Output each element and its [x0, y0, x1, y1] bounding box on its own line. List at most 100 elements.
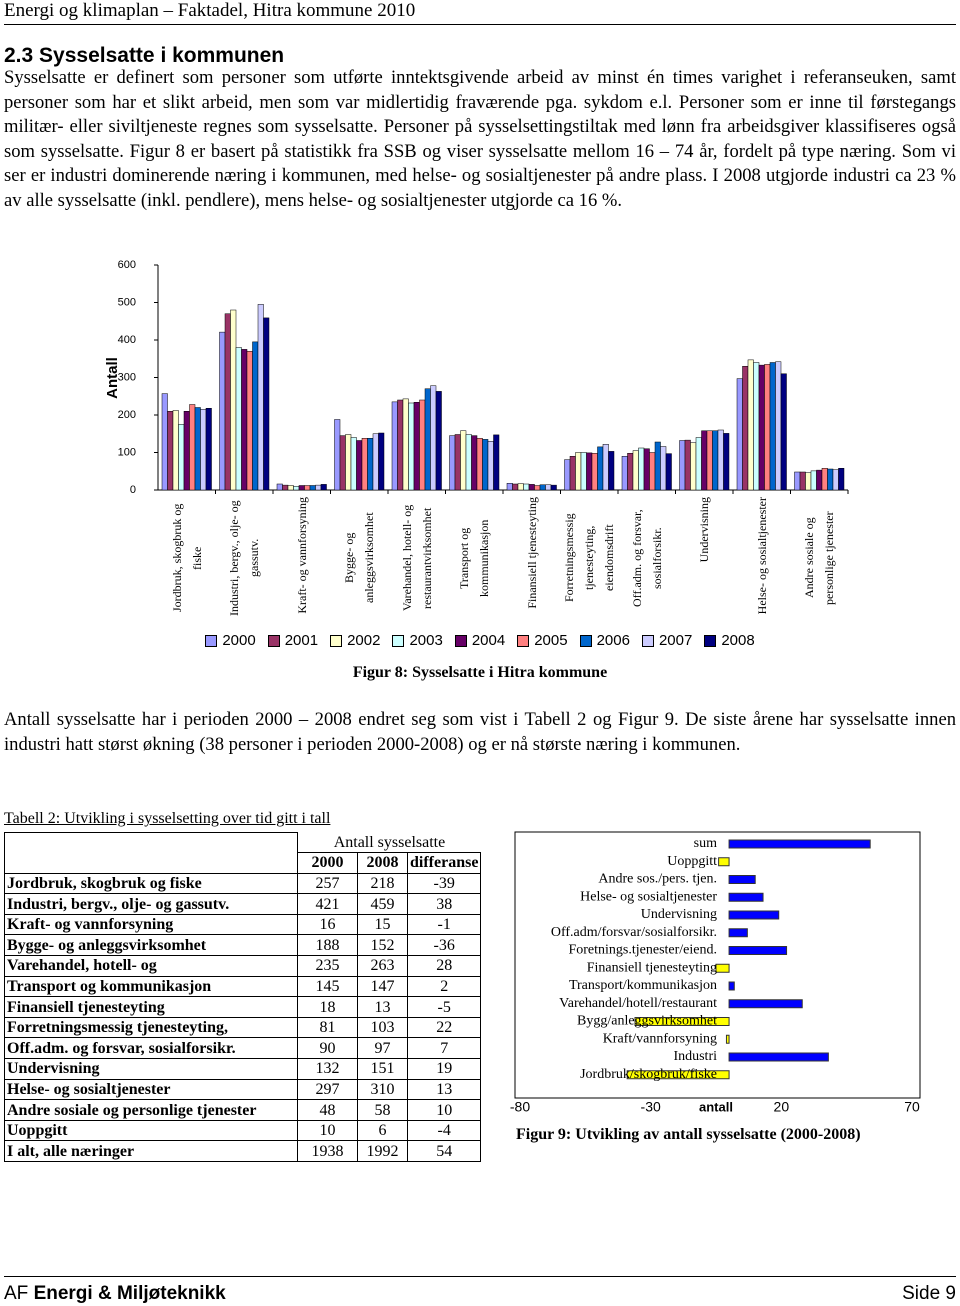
bar — [827, 468, 834, 491]
bar — [634, 1017, 730, 1026]
bar — [758, 364, 765, 491]
bar — [580, 452, 587, 491]
bar — [465, 434, 472, 491]
bar — [649, 452, 656, 491]
bar — [263, 317, 270, 491]
table-row: Andre sosiale og personlige tjenester 48 5… — [4, 1099, 482, 1121]
bar — [780, 373, 787, 491]
bar — [528, 484, 535, 491]
legend-label: 2005 — [534, 632, 568, 649]
bar — [718, 857, 730, 867]
x-tick-label: Bygge- og anleggsvirksomhet — [342, 512, 377, 604]
table-cell: -36 — [406, 934, 482, 957]
table-cell: 7 — [406, 1037, 482, 1060]
page-header: Energi og klimaplan – Faktadel, Hitra ko… — [4, 0, 956, 25]
x-tick-label: Jordbruk, skogbruk og fiske — [169, 503, 204, 613]
bar — [315, 484, 322, 491]
bar — [356, 440, 363, 491]
bar — [769, 362, 776, 491]
bar — [684, 439, 691, 491]
table-title: Tabell 2: Utvikling i sysselsetting over… — [4, 810, 331, 827]
bar — [252, 341, 259, 491]
legend-label: 2008 — [721, 632, 755, 649]
table-cell: 15 — [357, 913, 408, 936]
bar — [728, 875, 756, 884]
x-tick-label: Transport og kommunikasjon — [457, 519, 492, 597]
table-cell: 10 — [297, 1119, 358, 1142]
bar — [821, 468, 828, 491]
footer-rule — [4, 1276, 956, 1277]
bar — [167, 411, 174, 491]
bar — [172, 410, 179, 491]
column-header: 2008 — [357, 852, 408, 874]
y-tick-label: Transport/kommunikasjon — [569, 978, 717, 993]
table-row: Transport og kommunikasjon 145 147 2 — [4, 975, 482, 998]
row-label: Uoppgitt — [4, 1119, 298, 1142]
row-label: Helse- og sosialtjenester — [4, 1078, 298, 1101]
bar — [320, 484, 327, 491]
x-tick-label: Helse- og sosialtjenester — [754, 497, 769, 615]
bar — [665, 453, 672, 491]
y-tick-label: Industri — [673, 1049, 717, 1064]
table-row: Forretningsmessig tjenesteyting, 81 103 22 — [4, 1016, 482, 1039]
y-tick-label: 200 — [118, 409, 136, 421]
table-cell: 145 — [297, 975, 358, 998]
table-row: Uoppgitt 10 6 -4 — [4, 1119, 482, 1142]
table-cell: 152 — [357, 934, 408, 957]
x-tick-label: -30 — [641, 1099, 661, 1115]
table-cell: 81 — [297, 1016, 358, 1039]
x-tick-label: 70 — [904, 1099, 920, 1115]
legend-item: 2005 — [517, 632, 568, 649]
bar — [517, 483, 524, 491]
legend-item: 2007 — [641, 632, 692, 649]
legend-label: 2004 — [471, 632, 506, 649]
table-cell: 19 — [406, 1058, 482, 1080]
bar — [276, 483, 283, 491]
y-axis-label: Antall — [104, 357, 121, 399]
bar — [728, 839, 871, 849]
y-tick-label: 500 — [118, 296, 136, 308]
legend-label: 2003 — [409, 632, 443, 649]
legend-item: 2006 — [579, 632, 630, 649]
table-row: Industri, bergv., olje- og gassutv. 421 45… — [4, 893, 482, 915]
table-cell: 90 — [297, 1037, 358, 1060]
bar — [660, 446, 667, 491]
bar — [550, 484, 557, 491]
bar — [799, 471, 806, 491]
row-label: I alt, alle næringer — [4, 1140, 298, 1162]
bar — [706, 430, 713, 491]
y-tick-label: Helse- og sosialtjenester — [580, 889, 717, 904]
table-cell: 147 — [357, 975, 408, 998]
bar — [539, 484, 546, 491]
bar — [219, 331, 226, 491]
bar — [643, 448, 650, 491]
bar — [632, 450, 639, 491]
bar — [345, 434, 352, 491]
bar — [430, 385, 437, 491]
x-tick-label: Varehandel, hotell- og restaurantvirksom… — [399, 504, 434, 612]
table-cell: 22 — [406, 1016, 482, 1039]
column-header: 2000 — [297, 852, 358, 874]
bar — [235, 347, 242, 491]
bar — [194, 407, 201, 491]
bar — [523, 483, 530, 491]
bar — [257, 304, 264, 491]
legend-item: 2000 — [205, 632, 256, 649]
row-label: Undervisning — [4, 1058, 298, 1080]
bar — [602, 444, 609, 491]
legend-item: 2001 — [267, 632, 318, 649]
table-cell: 1992 — [357, 1140, 408, 1162]
bar — [794, 471, 801, 491]
bar — [728, 999, 803, 1009]
table-row: Off.adm. og forsvar, sosialforsikr. 90 97 7 — [4, 1037, 482, 1060]
row-label: Forretningsmessig tjenesteyting, — [4, 1016, 298, 1039]
row-label: Industri, bergv., olje- og gassutv. — [4, 893, 298, 915]
x-tick-label: Off.adm. og forsvar, sosialforsikr. — [629, 509, 664, 607]
table-row: Helse- og sosialtjenester 297 310 13 — [4, 1078, 482, 1101]
bar — [728, 981, 735, 991]
legend-swatch — [579, 634, 592, 647]
bar — [460, 430, 467, 491]
bar — [454, 434, 461, 491]
bar — [715, 963, 730, 973]
